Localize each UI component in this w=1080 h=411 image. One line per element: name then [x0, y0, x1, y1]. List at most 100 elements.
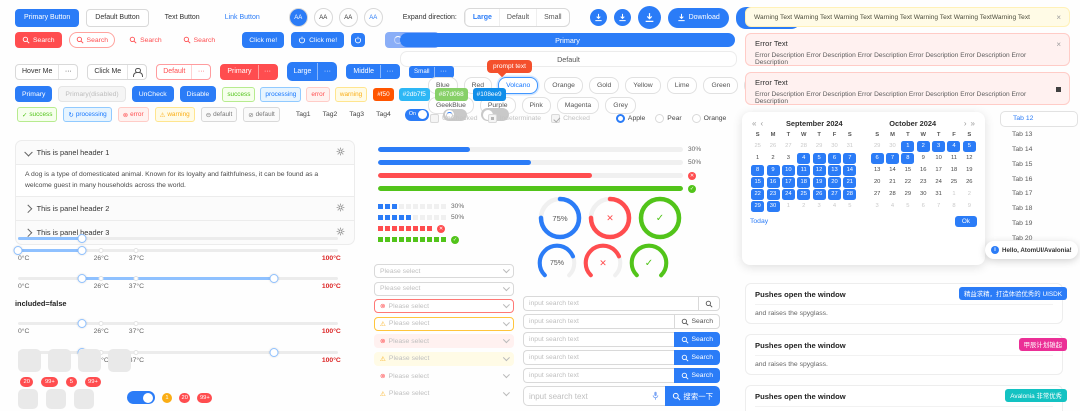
switch-loading[interactable] — [442, 108, 467, 121]
calendar-day[interactable]: 25 — [754, 143, 761, 150]
calendar-day[interactable]: 18 — [797, 177, 811, 188]
calendar-day[interactable]: 13 — [827, 165, 841, 176]
select[interactable]: ⚠ Please select — [374, 351, 514, 366]
calendar-day[interactable]: 29 — [815, 143, 823, 150]
calendar-day[interactable]: 1 — [756, 155, 760, 162]
calendar-day[interactable]: 15 — [904, 167, 912, 174]
primary-button[interactable]: Primary Button — [15, 8, 80, 27]
slider-single-unfilled[interactable]: 0°C 26°C 37°C 100°C — [18, 318, 341, 335]
calendar-day[interactable]: 19 — [966, 167, 973, 174]
dropdown-label[interactable]: Default — [163, 68, 186, 75]
close-icon[interactable]: × — [1056, 40, 1061, 49]
dropdown-split-button[interactable]: Click Me — [87, 63, 148, 80]
primary-block-button[interactable]: Primary — [400, 33, 735, 47]
calendar-day[interactable]: 17 — [935, 167, 942, 174]
today-link[interactable]: Today — [750, 217, 769, 225]
select[interactable]: ⊗ Please select — [374, 369, 514, 383]
dropdown-trigger-icon[interactable]: ··· — [58, 64, 77, 79]
slider-handle[interactable] — [269, 347, 279, 357]
circle-button[interactable]: AA — [288, 8, 308, 27]
calendar-day[interactable]: 24 — [781, 189, 795, 200]
color-button[interactable]: Yellow — [625, 77, 661, 94]
calendar-day[interactable]: 14 — [889, 167, 896, 174]
dropdown-label[interactable]: Middle — [353, 68, 375, 75]
tab-item[interactable]: Tab 18 — [1012, 205, 1033, 213]
link-button[interactable]: Link Button — [224, 14, 260, 21]
calendar-day[interactable]: 29 — [904, 191, 912, 198]
calendar-day[interactable]: 31 — [846, 143, 854, 150]
dropdown-split-button[interactable]: Hover Me ··· — [15, 63, 79, 80]
gear-icon[interactable] — [336, 203, 345, 214]
switch-on[interactable]: On — [404, 108, 429, 121]
next-month-icon[interactable]: › — [963, 119, 967, 128]
calendar-day[interactable]: 25 — [950, 179, 958, 186]
dropdown-split-button[interactable]: Large ··· — [286, 62, 338, 81]
search-input[interactable] — [523, 332, 675, 347]
dropdown-split-button[interactable]: Small ··· — [409, 65, 454, 78]
search-input[interactable] — [523, 296, 698, 311]
search-input[interactable] — [523, 350, 675, 365]
color-button[interactable]: Grey — [605, 97, 636, 114]
calendar-day[interactable]: 13 — [873, 167, 881, 174]
calendar-day[interactable]: 15 — [751, 177, 765, 188]
search-primary-button[interactable]: Search — [674, 332, 720, 347]
segmented-option[interactable]: Default — [498, 9, 536, 26]
calendar-day[interactable]: 7 — [936, 203, 941, 210]
ok-button[interactable]: Ok — [954, 215, 977, 227]
calendar-day[interactable]: 21 — [889, 179, 896, 186]
dropdown-label[interactable]: Primary — [227, 68, 252, 75]
calendar-day[interactable]: 10 — [935, 155, 942, 162]
calendar-day[interactable]: 7 — [843, 153, 857, 164]
color-button[interactable]: Green — [703, 77, 739, 94]
select[interactable]: ⚠ Please select — [374, 316, 514, 331]
calendar-day[interactable]: 12 — [966, 155, 973, 162]
calendar-day[interactable]: 27 — [827, 189, 841, 200]
circle-button[interactable]: AA — [338, 8, 358, 27]
tab-item[interactable]: Tab 13 — [1012, 131, 1033, 139]
checkable-tag[interactable]: Tag4 — [376, 111, 391, 118]
download-circle-button-large[interactable] — [637, 6, 661, 29]
calendar-day[interactable]: 10 — [781, 165, 795, 176]
calendar-day[interactable]: 6 — [921, 203, 925, 210]
checkable-tag[interactable]: Tag1 — [295, 111, 311, 118]
segmented-option[interactable]: Small — [536, 9, 569, 26]
color-button[interactable]: Lime — [666, 77, 698, 94]
select[interactable]: ⊗ Please select — [374, 334, 514, 348]
select[interactable]: Please select — [374, 264, 514, 278]
next-year-icon[interactable]: » — [970, 119, 975, 128]
search-button[interactable]: Search — [674, 314, 720, 329]
slider-marks-filled[interactable]: 0°C 26°C 37°C 100°C — [13, 245, 341, 262]
gear-icon[interactable] — [336, 227, 345, 238]
search-cn-button[interactable]: 搜索一下 — [665, 386, 720, 406]
calendar-day[interactable]: 30 — [920, 191, 927, 198]
dropdown-trigger-icon[interactable] — [127, 64, 146, 79]
calendar-day[interactable]: 27 — [785, 143, 792, 150]
clickme-button[interactable]: Click me! — [242, 32, 285, 48]
calendar-day[interactable]: 6 — [870, 153, 884, 164]
calendar-day[interactable]: 8 — [901, 153, 915, 164]
calendar-day[interactable]: 30 — [889, 143, 896, 150]
calendar-day[interactable]: 16 — [766, 177, 780, 188]
search-danger-button[interactable]: Search — [15, 32, 62, 48]
slider-handle[interactable] — [13, 245, 23, 255]
calendar-day[interactable]: 2 — [771, 155, 775, 162]
calendar-day[interactable]: 29 — [751, 201, 765, 212]
calendar-day[interactable]: 28 — [889, 191, 896, 198]
search-text-button[interactable]: Search — [176, 32, 223, 48]
calendar-day[interactable]: 4 — [947, 141, 961, 152]
calendar-day[interactable]: 9 — [766, 165, 780, 176]
calendar-day[interactable]: 9 — [921, 155, 925, 162]
dropdown-label[interactable]: Large — [293, 68, 312, 75]
calendar-day[interactable]: 4 — [797, 153, 811, 164]
uncheck-button[interactable]: UnCheck — [131, 86, 174, 102]
calendar-day[interactable]: 26 — [812, 189, 826, 200]
calendar-day[interactable]: 8 — [751, 165, 765, 176]
search-icon-button[interactable] — [698, 296, 720, 311]
slider-handle[interactable] — [269, 273, 279, 283]
prev-year-icon[interactable]: « — [752, 119, 757, 128]
microphone-icon[interactable] — [651, 391, 660, 401]
search-text-button[interactable]: Search — [122, 32, 169, 48]
select[interactable]: ⚠ Please select — [374, 387, 514, 401]
close-square-icon[interactable] — [1056, 79, 1061, 97]
calendar-day[interactable]: 2 — [967, 191, 971, 198]
